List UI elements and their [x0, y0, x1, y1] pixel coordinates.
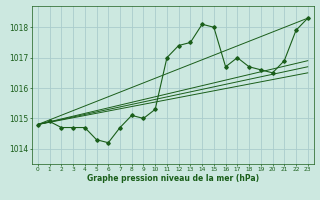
X-axis label: Graphe pression niveau de la mer (hPa): Graphe pression niveau de la mer (hPa) — [87, 174, 259, 183]
